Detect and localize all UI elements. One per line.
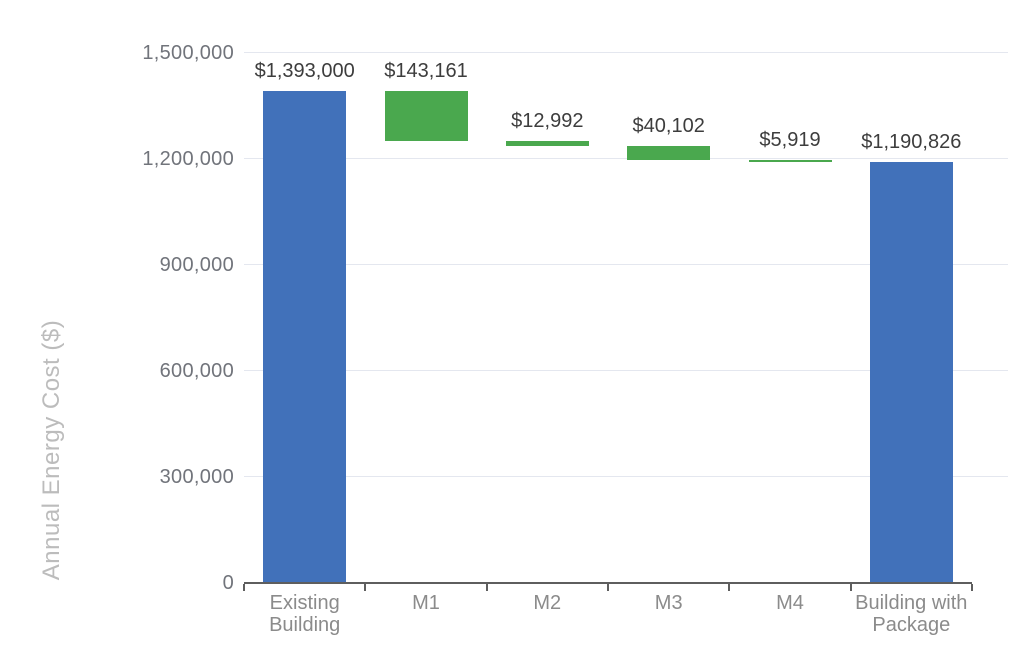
x-axis-tick (485, 584, 488, 591)
category-label: M4 (776, 592, 804, 614)
bar-saving (627, 146, 711, 161)
y-tick-label: 1,500,000 (142, 42, 234, 64)
bar-total (869, 162, 953, 583)
y-tick-label: 0 (222, 572, 234, 594)
y-tick-label: 300,000 (159, 466, 234, 488)
y-tick-label: 1,200,000 (142, 148, 234, 170)
gridline (244, 158, 1008, 159)
x-axis-tick (971, 584, 973, 591)
x-axis-tick (364, 584, 367, 591)
category-label: M2 (533, 592, 562, 614)
bar-saving (505, 141, 589, 146)
x-axis-line (244, 582, 972, 584)
gridline (244, 370, 1008, 371)
bar-saving (748, 160, 832, 163)
category-label: Existing Building (269, 592, 341, 636)
bar-value-label: $143,161 (384, 59, 468, 82)
x-axis-tick (849, 584, 852, 591)
gridline (244, 264, 1008, 265)
gridline (244, 476, 1008, 477)
bar-saving (384, 90, 468, 142)
bar-value-label: $1,190,826 (861, 131, 962, 154)
category-label: M1 (412, 592, 440, 614)
x-axis-tick (243, 584, 245, 591)
y-tick-label: 900,000 (159, 254, 234, 276)
bar-total (263, 90, 347, 583)
x-axis-tick (728, 584, 731, 591)
gridline (244, 52, 1008, 53)
x-axis-tick (607, 584, 609, 591)
y-axis-title: Annual Energy Cost ($) (38, 319, 65, 581)
bar-value-label: $1,393,000 (254, 59, 355, 82)
bar-value-label: $40,102 (632, 115, 705, 137)
bar-value-label: $12,992 (511, 110, 584, 133)
category-label: M3 (654, 592, 683, 614)
category-label: Building with Package (855, 592, 968, 636)
bar-value-label: $5,919 (759, 129, 821, 152)
y-tick-label: 600,000 (159, 360, 234, 382)
